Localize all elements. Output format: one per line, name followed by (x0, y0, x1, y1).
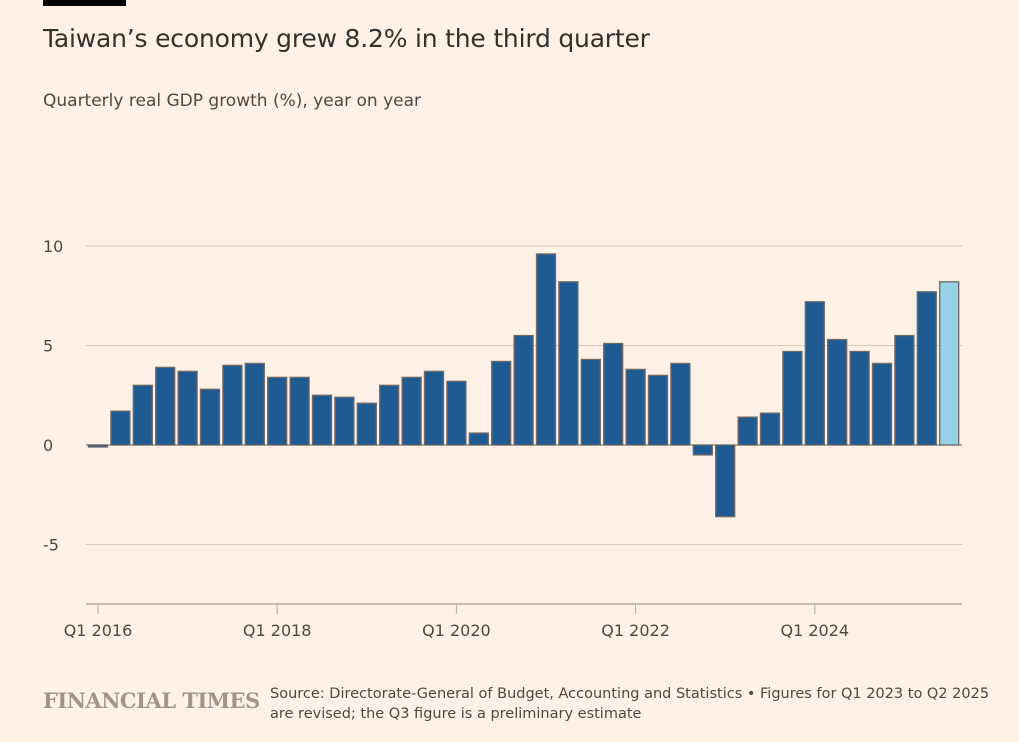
ft-top-bar (43, 0, 126, 6)
bar-q3-2017 (222, 364, 243, 446)
bar-q1-2025 (894, 334, 915, 446)
bar-q4-2023 (782, 350, 803, 446)
chart-subtitle: Quarterly real GDP growth (%), year on y… (43, 91, 422, 111)
bar-q2-2019 (379, 384, 400, 446)
x-tick-label: Q1 2018 (243, 621, 312, 640)
bar-q3-2023 (759, 412, 781, 446)
bar-q3-2024 (849, 350, 870, 446)
bar-q1-2019 (356, 402, 377, 446)
y-tick-label: 10 (43, 237, 63, 256)
bar-q2-2016 (110, 410, 131, 446)
chart-title: Taiwan’s economy grew 8.2% in the third … (43, 24, 650, 53)
bar-q2-2020 (468, 432, 489, 446)
bar-q1-2018 (267, 376, 288, 446)
bar-q1-2017 (177, 370, 198, 446)
x-tick-label: Q1 2024 (781, 621, 850, 640)
bar-q2-2024 (827, 338, 848, 446)
bar-q1-2021 (535, 253, 557, 446)
bar-q3-2025 (939, 281, 960, 446)
bar-q3-2020 (491, 360, 512, 446)
bar-q4-2024 (871, 362, 893, 446)
bar-q2-2018 (289, 376, 310, 446)
bar-q1-2020 (446, 380, 467, 446)
y-tick-label: 5 (43, 337, 53, 356)
bar-q2-2025 (916, 291, 937, 446)
x-tick-label: Q1 2022 (601, 621, 670, 640)
x-tick-label: Q1 2020 (422, 621, 491, 640)
source-note: Source: Directorate-General of Budget, A… (270, 686, 990, 722)
bar-q3-2019 (401, 376, 422, 446)
bar-q4-2018 (334, 396, 355, 446)
y-tick-label: 0 (43, 436, 53, 455)
bar-q2-2023 (737, 416, 758, 446)
bar-q4-2016 (155, 366, 176, 446)
bar-q1-2023 (715, 444, 736, 518)
y-tick-label: -5 (43, 536, 59, 555)
bar-q4-2020 (513, 334, 534, 446)
bar-q4-2022 (692, 444, 713, 456)
bar-q3-2022 (670, 362, 691, 446)
bar-q4-2019 (423, 370, 445, 446)
bar-q1-2022 (625, 368, 646, 446)
x-tick-label: Q1 2016 (64, 621, 133, 640)
bar-q4-2017 (244, 362, 265, 446)
bar-q2-2022 (647, 374, 669, 446)
ft-logo: FINANCIAL TIMES (43, 688, 260, 713)
bar-q3-2018 (311, 394, 333, 446)
bar-q3-2016 (132, 384, 153, 446)
bar-q2-2021 (558, 281, 579, 446)
bar-q4-2021 (603, 342, 624, 446)
bar-q3-2021 (580, 358, 601, 446)
bar-q1-2024 (804, 301, 825, 446)
bar-q2-2017 (199, 388, 221, 446)
